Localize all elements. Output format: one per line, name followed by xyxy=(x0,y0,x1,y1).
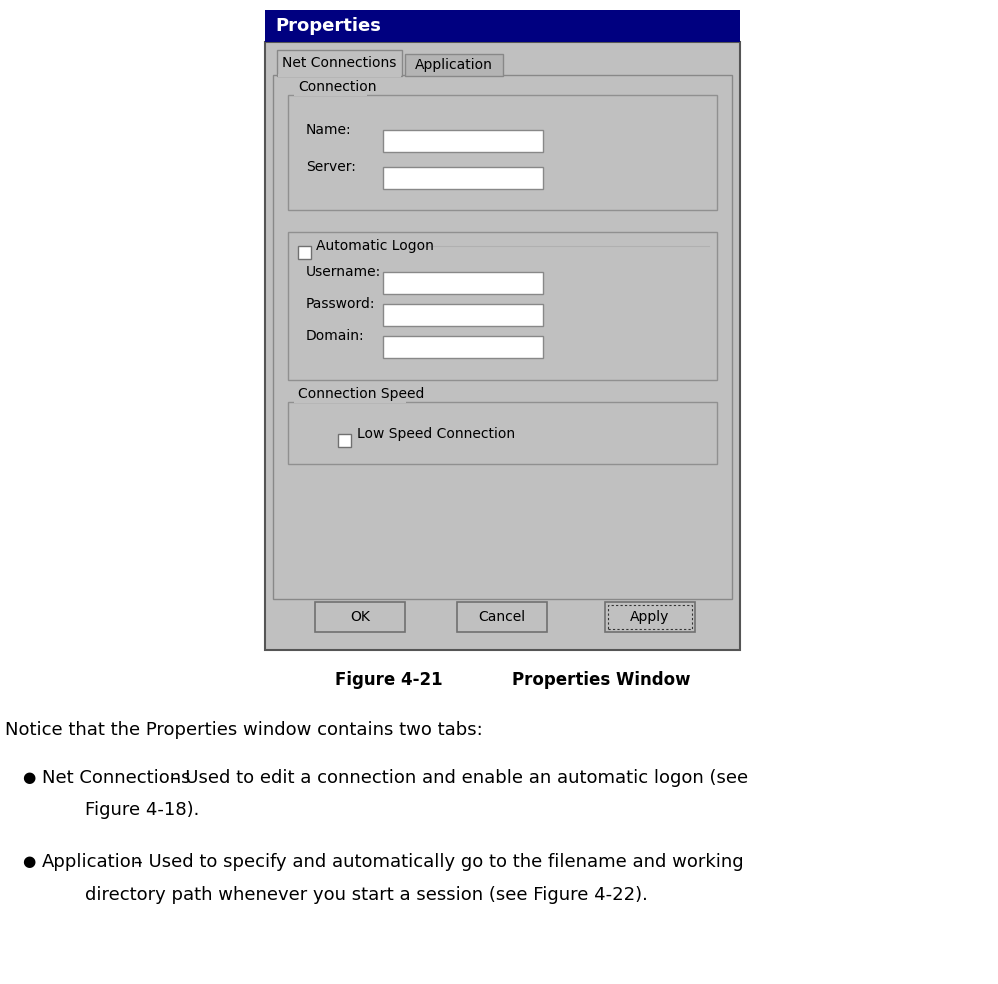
Text: – Used to edit a connection and enable an automatic logon (see: – Used to edit a connection and enable a… xyxy=(159,769,748,787)
Text: OK: OK xyxy=(350,610,370,624)
Bar xyxy=(288,95,717,210)
Bar xyxy=(277,50,402,76)
Bar xyxy=(278,74,401,77)
Text: Properties: Properties xyxy=(275,17,381,35)
Text: ●: ● xyxy=(22,770,35,785)
Bar xyxy=(383,167,543,189)
Text: – Used to specify and automatically go to the filename and working: – Used to specify and automatically go t… xyxy=(128,853,744,871)
Text: Figure 4-18).: Figure 4-18). xyxy=(62,801,200,819)
Text: Cancel: Cancel xyxy=(478,610,526,624)
Bar xyxy=(315,602,405,632)
Bar xyxy=(405,54,503,76)
Text: Automatic Logon: Automatic Logon xyxy=(316,239,434,253)
Text: Apply: Apply xyxy=(631,610,670,624)
Text: Application: Application xyxy=(415,58,493,72)
Text: Domain:: Domain: xyxy=(306,329,364,343)
Bar xyxy=(383,272,543,294)
Text: Username:: Username: xyxy=(306,265,381,279)
Bar xyxy=(298,246,311,259)
Bar xyxy=(457,602,547,632)
Text: Net Connections: Net Connections xyxy=(42,769,191,787)
Text: Application: Application xyxy=(42,853,143,871)
Text: Server:: Server: xyxy=(306,160,356,174)
Text: directory path whenever you start a session (see Figure 4-22).: directory path whenever you start a sess… xyxy=(62,886,648,904)
Text: Properties Window: Properties Window xyxy=(513,671,691,689)
Text: Low Speed Connection: Low Speed Connection xyxy=(357,427,515,441)
Bar xyxy=(605,602,695,632)
Bar xyxy=(294,82,367,96)
Text: Connection: Connection xyxy=(298,80,376,94)
Bar xyxy=(265,10,740,42)
Text: Figure 4-21: Figure 4-21 xyxy=(335,671,442,689)
Text: Connection Speed: Connection Speed xyxy=(298,387,424,401)
Bar xyxy=(608,605,692,629)
Bar xyxy=(294,389,406,403)
Bar xyxy=(273,75,732,599)
Bar xyxy=(288,402,717,464)
Text: Name:: Name: xyxy=(306,123,351,137)
Bar xyxy=(338,434,351,447)
Text: Notice that the Properties window contains two tabs:: Notice that the Properties window contai… xyxy=(5,721,483,739)
Text: Password:: Password: xyxy=(306,297,375,311)
Text: Net Connections: Net Connections xyxy=(282,56,396,70)
Bar xyxy=(288,232,717,380)
Bar xyxy=(265,42,740,650)
Bar xyxy=(383,336,543,358)
Text: ●: ● xyxy=(22,854,35,870)
Bar xyxy=(383,130,543,152)
Bar xyxy=(383,304,543,326)
